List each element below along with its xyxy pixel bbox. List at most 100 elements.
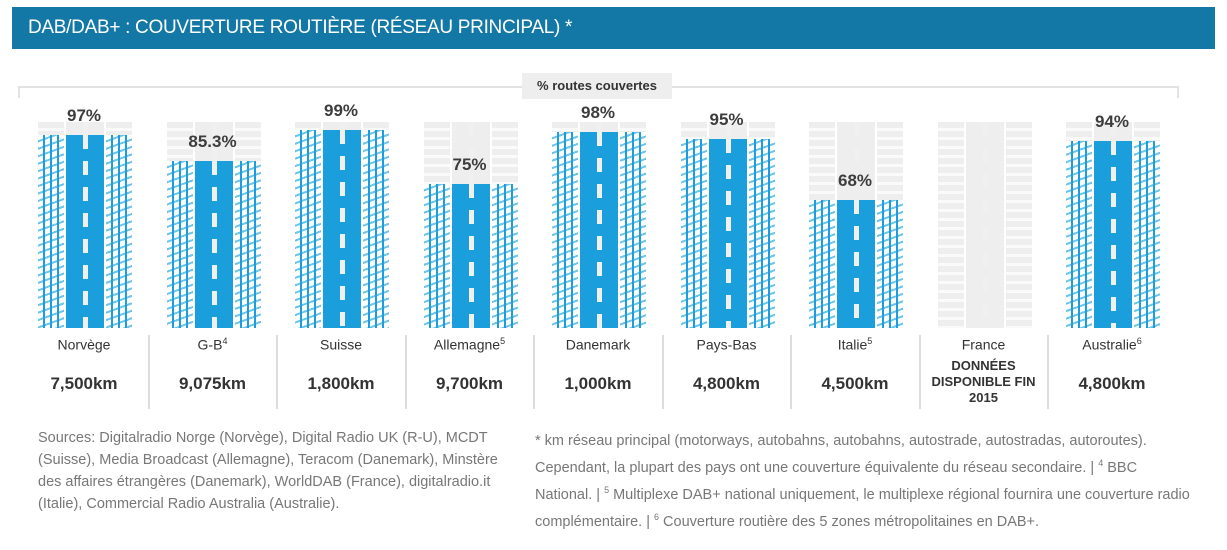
category-name: Suisse: [319, 336, 363, 353]
page-title: DAB/DAB+ : COUVERTURE ROUTIÈRE (RÉSEAU P…: [28, 17, 573, 38]
category-name: G-B: [197, 336, 223, 353]
value-label: 98%: [580, 103, 616, 123]
tread: [1134, 141, 1160, 328]
column-divider: [918, 335, 921, 409]
bar-allemagne: 75% Allemagne5 9,700km: [406, 100, 534, 412]
category-name: Italie: [837, 336, 868, 353]
bar-fill: [166, 160, 261, 328]
category-label: Danemark: [534, 336, 662, 353]
category-label: France: [920, 336, 1048, 353]
footnote-text: * km réseau principal (motorways, autoba…: [535, 430, 1195, 532]
category-name: Australie: [1082, 336, 1137, 353]
bar-fill: [295, 130, 389, 328]
column-divider: [404, 335, 407, 409]
bar-fill: [423, 184, 518, 328]
category-label: Italie5: [791, 336, 919, 353]
bar-france: France DONNÉES DISPONIBLE FIN 2015: [920, 100, 1048, 412]
footnote-mark: 4: [222, 336, 228, 346]
category-label: Pays-Bas: [663, 336, 791, 353]
lane-dash: [211, 160, 217, 328]
bar-fill: [38, 134, 132, 328]
footnote-part: Couverture routière des 5 zones métropol…: [659, 513, 1040, 530]
tread: [552, 132, 578, 328]
bar-pays-bas: 95% Pays-Bas 4,800km: [663, 100, 791, 412]
lane-dash: [1111, 141, 1116, 328]
category-label: Allemagne5: [406, 336, 534, 353]
bar-suisse: 99% Suisse 1,800km: [277, 100, 405, 412]
network-km: 4,800km: [1078, 374, 1146, 393]
footnote-part: BBC National. |: [535, 459, 1138, 503]
network-km: 4,500km: [821, 374, 889, 393]
tread: [877, 200, 903, 328]
tread: [937, 122, 964, 328]
tread: [363, 130, 389, 328]
category-name: Pays-Bas: [696, 336, 757, 353]
column-divider: [790, 335, 792, 409]
value-label: 85.3%: [188, 131, 237, 151]
bar-fill: [809, 200, 903, 328]
lane-dash: [982, 122, 988, 328]
tread: [680, 139, 707, 328]
tread: [491, 184, 518, 328]
bar-fill: [1066, 141, 1160, 328]
tread: [38, 134, 64, 328]
category-name: Allemagne: [433, 336, 501, 353]
bar-italie: 68% Italie5 4,500km: [791, 100, 919, 412]
y-axis-label: % routes couvertes: [522, 73, 672, 99]
network-km: 1,800km: [307, 374, 375, 393]
value-label: 75%: [452, 155, 487, 175]
footnote-mark: 5: [604, 484, 610, 495]
column-divider: [1047, 335, 1049, 409]
category-name: Norvège: [57, 336, 111, 353]
tread: [620, 132, 646, 328]
value-label: 68%: [837, 171, 873, 191]
tread: [1066, 141, 1092, 328]
network-km: 4,800km: [692, 374, 761, 393]
lane-dash: [854, 200, 859, 328]
footnote-mark: 5: [500, 336, 506, 346]
footnote-part: Multiplexe DAB+ national uniquement, le …: [535, 486, 1190, 530]
footnote-mark: 4: [1098, 458, 1104, 468]
footnote-mark: 6: [1136, 336, 1142, 346]
value-label: 95%: [709, 110, 744, 130]
value-label: 99%: [323, 101, 359, 121]
bar-g-b: 85.3% G-B4 9,075km: [149, 100, 277, 412]
network-km: 7,500km: [50, 374, 118, 393]
bar-norvège: 97% Norvège 7,500km: [20, 100, 148, 412]
tread: [1005, 122, 1032, 328]
tread: [295, 130, 321, 328]
bar-fill: [552, 132, 646, 328]
tread: [423, 184, 450, 328]
bar-danemark: 98% Danemark 1,000km: [534, 100, 662, 412]
value-label: 94%: [1094, 112, 1130, 132]
lane-dash: [597, 132, 602, 328]
lane-dash: [340, 130, 345, 328]
lane-dash: [468, 184, 474, 328]
footnote-mark: 6: [654, 511, 660, 522]
footnote-part: * km réseau principal (motorways, autoba…: [535, 433, 1147, 476]
no-data-note: DONNÉES DISPONIBLE FIN 2015: [931, 358, 1036, 405]
tread: [106, 134, 132, 328]
network-km: 9,700km: [435, 374, 504, 393]
category-label: Suisse: [277, 336, 405, 353]
network-km: 1,000km: [564, 374, 632, 393]
lane-dash: [83, 134, 88, 328]
bar-fill: [680, 139, 775, 328]
tread: [809, 200, 835, 328]
category-name: Danemark: [565, 336, 631, 353]
column-divider: [276, 335, 278, 409]
network-km: 9,075km: [178, 374, 247, 393]
tread: [234, 160, 261, 328]
column-divider: [147, 335, 150, 409]
footnote-mark: 5: [867, 336, 873, 346]
road-background: [937, 122, 1032, 328]
category-label: Norvège: [20, 336, 148, 353]
column-divider: [533, 335, 535, 409]
tread: [748, 139, 775, 328]
category-label: G-B4: [149, 336, 277, 353]
category-label: Australie6: [1048, 336, 1176, 353]
header-bar: DAB/DAB+ : COUVERTURE ROUTIÈRE (RÉSEAU P…: [12, 7, 1215, 49]
category-name: France: [961, 336, 1006, 353]
value-label: 97%: [66, 105, 102, 125]
sources-text: Sources: Digitalradio Norge (Norvège), D…: [38, 430, 498, 512]
